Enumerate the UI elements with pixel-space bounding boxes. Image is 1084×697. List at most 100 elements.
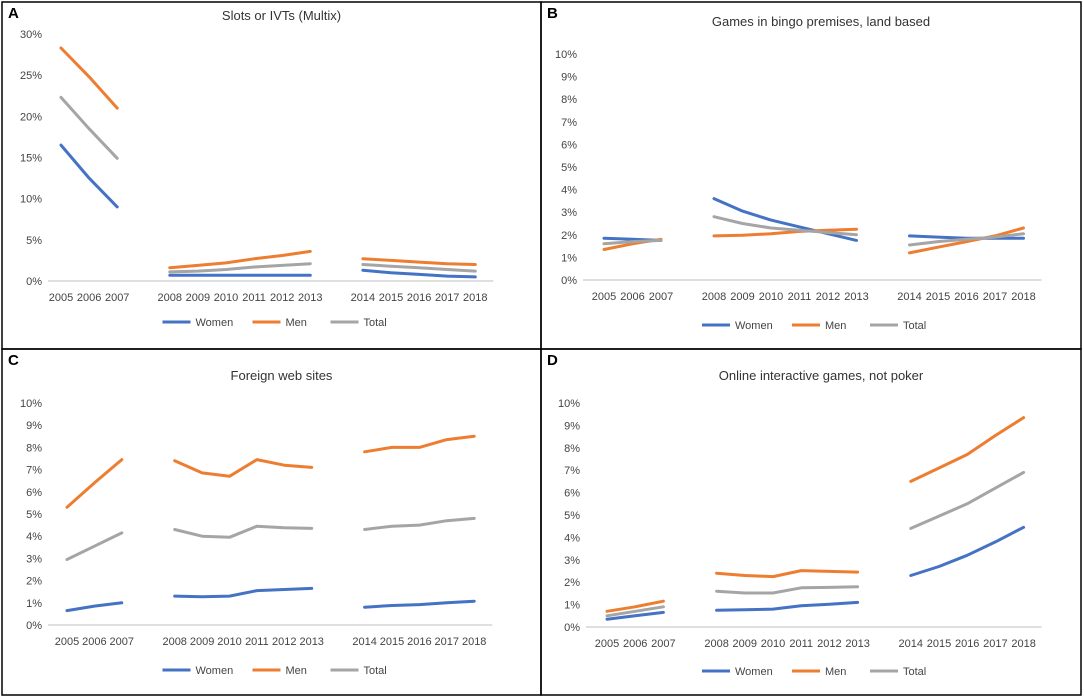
legend-label-total: Total	[903, 320, 926, 332]
y-tick-label: 8%	[26, 442, 42, 454]
series-line-men	[361, 257, 477, 266]
panel-b: B Games in bingo premises, land based 0% 1%…	[540, 1, 1082, 350]
x-tick-label: 2014	[352, 636, 376, 648]
y-tick-label: 10%	[555, 49, 577, 61]
y-tick-label: 0%	[26, 620, 42, 632]
x-tick-label: 2012	[272, 636, 296, 648]
y-tick-label: 1%	[561, 252, 577, 264]
legend-label-women: Women	[735, 320, 773, 332]
x-tick-label: 2009	[730, 291, 754, 303]
series-line-women	[363, 599, 476, 609]
x-tick-label: 2005	[592, 291, 616, 303]
x-tick-label: 2016	[407, 636, 431, 648]
series-line-women	[59, 143, 119, 209]
legend-label-total: Total	[903, 666, 926, 678]
x-tick-label: 2015	[926, 291, 950, 303]
x-tick-label: 2018	[462, 636, 486, 648]
chart-title: Online interactive games, not poker	[719, 368, 924, 383]
x-tick-label: 2011	[242, 292, 266, 304]
series-line-men	[908, 226, 1025, 255]
series-line-women	[909, 525, 1026, 577]
y-tick-label: 7%	[561, 117, 577, 129]
x-tick-label: 2007	[651, 638, 675, 650]
y-tick-label: 8%	[564, 443, 580, 455]
y-tick-label: 3%	[564, 555, 580, 567]
series-line-total	[363, 516, 476, 531]
panel-letter: D	[547, 352, 558, 369]
series-line-men	[712, 227, 858, 238]
x-tick-label: 2008	[158, 292, 182, 304]
x-tick-label: 2007	[649, 291, 673, 303]
y-tick-label: 0%	[564, 622, 580, 634]
y-tick-label: 20%	[20, 111, 42, 123]
y-tick-label: 7%	[564, 465, 580, 477]
y-tick-label: 5%	[26, 509, 42, 521]
y-tick-label: 5%	[564, 510, 580, 522]
x-tick-label: 2014	[897, 291, 921, 303]
y-tick-label: 0%	[561, 275, 577, 287]
x-tick-label: 2007	[105, 292, 129, 304]
legend-label-men: Men	[825, 666, 846, 678]
panel-letter: A	[8, 5, 19, 22]
panel-letter: B	[547, 5, 558, 22]
y-tick-label: 2%	[26, 576, 42, 588]
x-tick-label: 2018	[1011, 638, 1035, 650]
panel-letter: C	[8, 352, 19, 369]
series-line-total	[908, 232, 1025, 247]
series-line-men	[59, 46, 119, 110]
y-tick-label: 1%	[26, 598, 42, 610]
panel-c: C Foreign web sites 0% 1% 2% 3% 4% 5% 6% 7% 8% 9% 10…	[1, 348, 542, 696]
y-tick-label: 10%	[558, 398, 580, 410]
chart-title: Slots or IVTs (Multix)	[222, 8, 341, 23]
x-tick-label: 2005	[49, 292, 73, 304]
x-tick-label: 2006	[620, 291, 644, 303]
x-tick-label: 2009	[190, 636, 214, 648]
y-tick-label: 15%	[20, 153, 42, 165]
x-tick-label: 2012	[270, 292, 294, 304]
x-tick-label: 2006	[623, 638, 647, 650]
series-line-women	[173, 586, 314, 599]
x-tick-label: 2009	[186, 292, 210, 304]
y-tick-label: 9%	[564, 420, 580, 432]
series-line-women	[605, 610, 665, 621]
y-tick-label: 9%	[561, 72, 577, 84]
series-line-women	[65, 601, 124, 613]
series-line-total	[605, 605, 665, 618]
legend-label-men: Men	[825, 320, 846, 332]
legend-label-women: Women	[735, 666, 773, 678]
x-tick-label: 2011	[245, 636, 269, 648]
panel-d: D Online interactive games, not poker 0% 1%…	[540, 348, 1082, 696]
x-tick-label: 2017	[435, 292, 459, 304]
x-tick-label: 2005	[55, 636, 79, 648]
series-line-total	[361, 263, 477, 273]
series-line-total	[173, 524, 314, 539]
legend-label-men: Men	[286, 665, 307, 677]
y-tick-label: 5%	[561, 162, 577, 174]
y-tick-label: 3%	[26, 553, 42, 565]
y-tick-label: 2%	[564, 577, 580, 589]
x-tick-label: 2016	[407, 292, 431, 304]
panel-border	[540, 348, 1082, 696]
y-tick-label: 6%	[26, 487, 42, 499]
y-tick-label: 4%	[561, 185, 577, 197]
legend-label-total: Total	[364, 317, 387, 329]
x-tick-label: 2014	[899, 638, 923, 650]
legend-label-men: Men	[286, 317, 307, 329]
x-tick-label: 2010	[217, 636, 241, 648]
legend: Women Men Total	[162, 317, 387, 329]
series-line-total	[168, 262, 312, 274]
x-tick-label: 2006	[77, 292, 101, 304]
series-line-total	[59, 95, 119, 160]
x-tick-label: 2018	[1011, 291, 1035, 303]
x-tick-label: 2013	[844, 291, 868, 303]
legend-label-total: Total	[364, 665, 387, 677]
legend: Women Men Total	[702, 666, 926, 678]
x-tick-label: 2010	[214, 292, 238, 304]
series-line-women	[712, 197, 858, 242]
y-tick-label: 4%	[26, 531, 42, 543]
x-tick-label: 2007	[110, 636, 134, 648]
legend: Women Men Total	[702, 320, 926, 332]
y-tick-label: 10%	[20, 194, 42, 206]
y-tick-label: 8%	[561, 94, 577, 106]
